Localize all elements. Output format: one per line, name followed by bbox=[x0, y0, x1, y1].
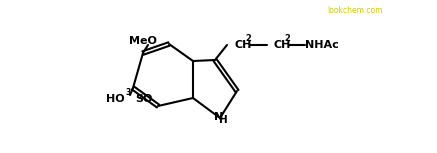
Text: 2: 2 bbox=[245, 34, 251, 43]
Text: 2: 2 bbox=[284, 34, 290, 43]
Text: SO: SO bbox=[135, 94, 153, 104]
Text: MeO: MeO bbox=[129, 36, 157, 46]
Text: NHAc: NHAc bbox=[305, 40, 339, 50]
Text: N: N bbox=[215, 112, 224, 122]
Text: CH: CH bbox=[273, 40, 290, 50]
Text: lookchem.com: lookchem.com bbox=[327, 6, 383, 15]
Text: 3: 3 bbox=[126, 88, 131, 97]
Text: HO: HO bbox=[106, 94, 125, 104]
Text: H: H bbox=[218, 115, 227, 125]
Text: CH: CH bbox=[234, 40, 251, 50]
